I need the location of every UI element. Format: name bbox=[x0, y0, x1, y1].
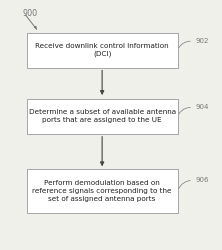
Text: 900: 900 bbox=[22, 9, 37, 18]
Text: Perform demodulation based on
reference signals corresponding to the
set of assi: Perform demodulation based on reference … bbox=[32, 180, 172, 202]
Text: 902: 902 bbox=[195, 38, 209, 44]
Text: 904: 904 bbox=[195, 104, 209, 110]
FancyBboxPatch shape bbox=[27, 170, 178, 213]
FancyBboxPatch shape bbox=[27, 32, 178, 68]
FancyBboxPatch shape bbox=[27, 99, 178, 134]
Text: 906: 906 bbox=[195, 177, 209, 183]
Text: Receive downlink control information
(DCI): Receive downlink control information (DC… bbox=[35, 43, 169, 57]
Text: Determine a subset of available antenna
ports that are assigned to the UE: Determine a subset of available antenna … bbox=[29, 109, 176, 123]
